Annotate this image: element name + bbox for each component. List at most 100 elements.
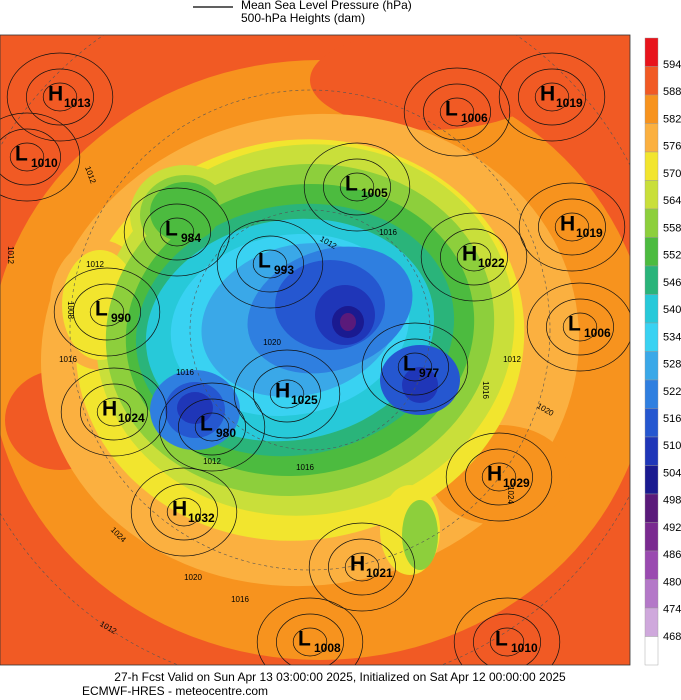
isobar bbox=[269, 379, 305, 409]
pressure-center-value: 1013 bbox=[64, 96, 91, 110]
height-shading bbox=[340, 313, 356, 331]
isobar bbox=[439, 97, 475, 127]
colorbar-label: 528 bbox=[663, 359, 681, 371]
isobar bbox=[53, 267, 161, 357]
pressure-center-value: 1010 bbox=[31, 156, 58, 170]
pressure-center-value: 1032 bbox=[188, 511, 215, 525]
isobar bbox=[323, 158, 391, 216]
isobar bbox=[361, 322, 469, 412]
pressure-center-value: 980 bbox=[216, 426, 236, 440]
isobar-label: 1016 bbox=[481, 381, 490, 399]
pressure-center-value: 1029 bbox=[503, 476, 530, 490]
colorbar-swatch bbox=[644, 237, 659, 267]
isobar bbox=[6, 52, 114, 142]
legend-label: Mean Sea Level Pressure (hPa) bbox=[241, 0, 412, 12]
pressure-center-value: 1006 bbox=[584, 326, 611, 340]
pressure-center-value: 1024 bbox=[118, 411, 145, 425]
isobar bbox=[233, 349, 341, 439]
isobar bbox=[158, 382, 266, 472]
colorbar-swatch bbox=[644, 94, 659, 124]
isobar bbox=[256, 597, 364, 665]
colorbar: 594 588 582 576 570 564 558 552 546 540 534 528 522 5… bbox=[644, 37, 681, 666]
isobar-label: 1016 bbox=[296, 463, 314, 472]
pressure-center-letter: L bbox=[298, 628, 311, 651]
isobar bbox=[159, 217, 195, 247]
colorbar-label: 486 bbox=[663, 549, 681, 561]
colorbar-swatch bbox=[644, 493, 659, 523]
colorbar-swatch bbox=[644, 550, 659, 580]
colorbar-swatch bbox=[644, 322, 659, 352]
isobar bbox=[166, 497, 202, 527]
isobar bbox=[445, 432, 553, 522]
colorbar-label: 474 bbox=[663, 604, 681, 616]
isobar bbox=[456, 242, 492, 272]
pressure-center-value: 1021 bbox=[366, 566, 393, 580]
isobar bbox=[178, 398, 246, 456]
pressure-center-value: 1010 bbox=[511, 641, 538, 655]
colorbar-label: 570 bbox=[663, 168, 681, 180]
isobar bbox=[194, 412, 230, 442]
isobar-label: 1012 bbox=[6, 246, 15, 264]
isobar bbox=[236, 235, 304, 293]
pressure-center-value: 1025 bbox=[291, 393, 318, 407]
colorbar-label: 468 bbox=[663, 631, 681, 643]
pressure-center-letter: L bbox=[345, 173, 358, 196]
isobar-label: 1016 bbox=[231, 595, 249, 604]
colorbar-label: 546 bbox=[663, 277, 681, 289]
colorbar-swatch bbox=[644, 123, 659, 153]
pressure-center-letter: H bbox=[350, 553, 365, 576]
isobar bbox=[526, 282, 630, 372]
colorbar-label: 510 bbox=[663, 440, 681, 452]
isobar bbox=[26, 68, 94, 126]
isobar bbox=[0, 128, 61, 186]
isobar bbox=[73, 283, 141, 341]
colorbar-swatch bbox=[644, 636, 659, 666]
colorbar-label: 498 bbox=[663, 495, 681, 507]
pressure-center-value: 1006 bbox=[461, 111, 488, 125]
pressure-center-letter: H bbox=[172, 498, 187, 521]
isobar-label: 1020 bbox=[184, 573, 202, 582]
footer-text: 27-h Fcst Valid on Sun Apr 13 03:00:00 2… bbox=[114, 670, 566, 684]
isobar bbox=[339, 172, 375, 202]
pressure-center-letter: H bbox=[487, 463, 502, 486]
colorbar-swatch bbox=[644, 607, 659, 637]
colorbar-label: 558 bbox=[663, 222, 681, 234]
isobar bbox=[0, 112, 81, 202]
pressure-center-letter: H bbox=[275, 380, 290, 403]
isobar-label: 1012 bbox=[503, 355, 521, 364]
pressure-center-letter: H bbox=[540, 83, 555, 106]
pressure-center-letter: H bbox=[560, 213, 575, 236]
isobar bbox=[489, 627, 525, 657]
isobar bbox=[96, 397, 132, 427]
colorbar-label: 582 bbox=[663, 113, 681, 125]
pressure-center-letter: L bbox=[445, 98, 458, 121]
isobar bbox=[381, 338, 449, 396]
isobar bbox=[216, 219, 324, 309]
map-frame bbox=[0, 34, 631, 666]
pressure-center-letter: L bbox=[258, 250, 271, 273]
isobar bbox=[420, 212, 528, 302]
colorbar-label: 504 bbox=[663, 467, 681, 479]
colorbar-swatch bbox=[644, 351, 659, 381]
isobar bbox=[562, 312, 598, 342]
pressure-center-letter: H bbox=[102, 398, 117, 421]
isobar-label: 1016 bbox=[176, 368, 194, 377]
pressure-center-letter: L bbox=[495, 628, 508, 651]
isobar bbox=[518, 68, 586, 126]
isobar-label: 1012 bbox=[203, 457, 221, 466]
colorbar-label: 522 bbox=[663, 386, 681, 398]
colorbar-swatch bbox=[644, 265, 659, 295]
isobar-label: 1024 bbox=[506, 486, 515, 504]
isobar bbox=[453, 597, 561, 665]
isobar bbox=[308, 522, 416, 612]
colorbar-label: 588 bbox=[663, 86, 681, 98]
isobar-label: 1016 bbox=[59, 355, 77, 364]
isobar bbox=[554, 212, 590, 242]
isobar bbox=[518, 182, 626, 272]
pressure-center-letter: L bbox=[568, 313, 581, 336]
isobar bbox=[328, 538, 396, 596]
colorbar-label: 564 bbox=[663, 195, 681, 207]
pressure-center-value: 993 bbox=[274, 263, 294, 277]
isobar bbox=[498, 52, 606, 142]
